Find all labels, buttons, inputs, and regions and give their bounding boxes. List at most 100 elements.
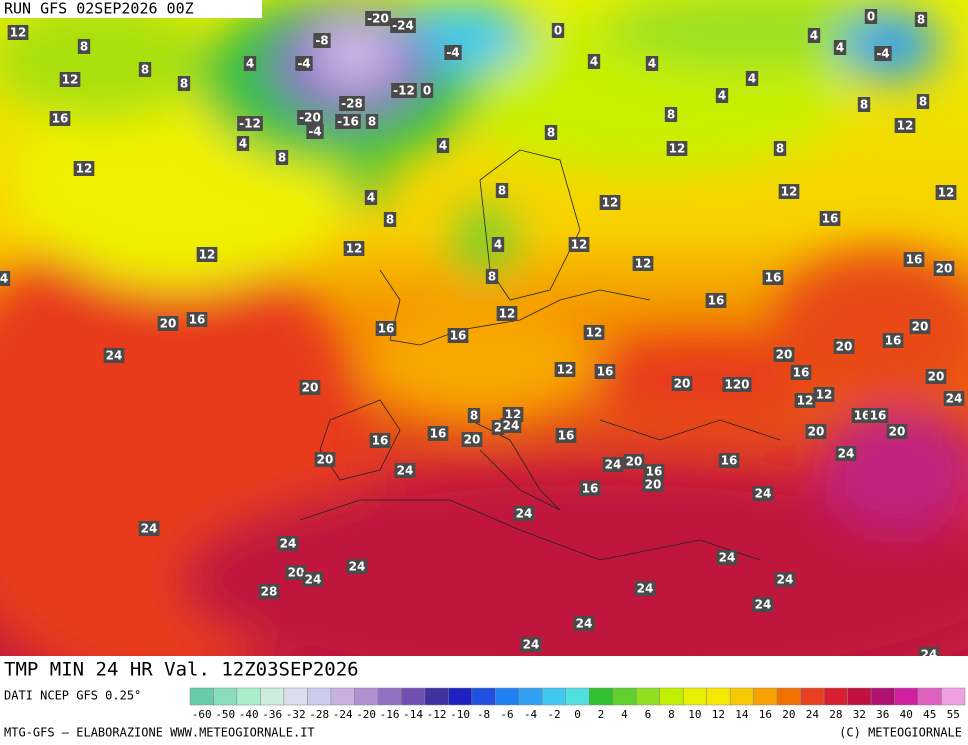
temp-label: 8 [773, 141, 787, 156]
run-label: RUN GFS 02SEP2026 00Z [4, 0, 194, 18]
temp-label: 24 [752, 597, 774, 612]
temp-label: 16 [882, 333, 904, 348]
temp-label-text: 0 [423, 84, 431, 98]
temp-label: 4 [745, 71, 759, 86]
temp-label-box [705, 293, 727, 308]
temp-label-text: 16 [870, 409, 887, 423]
temp-label-box [568, 237, 590, 252]
temp-label: 20 [299, 380, 321, 395]
temp-label: 4 [364, 190, 378, 205]
legend-swatch [635, 687, 660, 706]
temp-label-box [933, 261, 955, 276]
temp-label-text: -28 [341, 97, 363, 111]
legend-swatch [471, 687, 496, 706]
temp-label-box [297, 110, 323, 125]
temp-label-text: 4 [0, 272, 8, 286]
temp-label: -4 [874, 46, 892, 61]
legend-tick-label: -50 [215, 708, 235, 721]
temp-label-box [587, 54, 601, 69]
temp-label-text: 8 [917, 13, 925, 27]
legend-swatch [377, 687, 402, 706]
temp-label: 16 [718, 453, 740, 468]
legend-swatch [213, 687, 238, 706]
run-box [0, 0, 262, 18]
temp-label-box [313, 33, 331, 48]
legend-swatch [189, 687, 214, 706]
temp-label-text: 12 [602, 196, 619, 210]
temp-label-text: -20 [299, 111, 321, 125]
temp-label-text: 4 [439, 139, 447, 153]
temp-label-box [554, 362, 576, 377]
legend-swatch [870, 687, 895, 706]
temp-label-text: 24 [921, 648, 938, 662]
temp-label: 4 [491, 237, 505, 252]
temp-label-text: 20 [936, 262, 953, 276]
temp-label-text: 16 [822, 212, 839, 226]
temp-label-text: 12 [199, 248, 216, 262]
temp-label-box [835, 446, 857, 461]
temp-label-text: 12 [669, 142, 686, 156]
temp-label-text: 20 [889, 425, 906, 439]
temp-label-box [857, 97, 871, 112]
legend-tick-label: -8 [477, 708, 490, 721]
temp-label-box [805, 424, 827, 439]
temp-label: 16 [790, 365, 812, 380]
legend-swatch [800, 687, 825, 706]
legend-tick-label: -60 [192, 708, 212, 721]
temp-label: -16 [335, 114, 361, 129]
temp-label-text: 16 [450, 329, 467, 343]
temp-label-box [583, 325, 605, 340]
temp-label-box [718, 453, 740, 468]
temp-label-box [555, 428, 577, 443]
temp-label-box [157, 316, 179, 331]
temp-label-text: 12 [76, 162, 93, 176]
legend-swatch [823, 687, 848, 706]
temp-label: -4 [306, 124, 324, 139]
temp-label-box [420, 83, 434, 98]
temp-label-text: 8 [667, 108, 675, 122]
temp-label-text: 20 [928, 370, 945, 384]
temp-label-box [335, 114, 361, 129]
temp-label-box [243, 56, 257, 71]
temp-label-box [594, 364, 616, 379]
temp-label: 8 [467, 408, 481, 423]
legend-tick-label: 14 [735, 708, 749, 721]
temp-label-box [774, 572, 796, 587]
temp-label: 20 [461, 432, 483, 447]
temp-label-text: 16 [765, 271, 782, 285]
legend-tick-label: 28 [829, 708, 842, 721]
temp-label-text: -4 [297, 57, 310, 71]
temp-label-text: 24 [106, 349, 123, 363]
temp-label: 4 [243, 56, 257, 71]
legend-tick-label: -40 [239, 708, 259, 721]
temp-label-box [495, 183, 509, 198]
legend-swatch [941, 687, 966, 706]
temp-label-text: -4 [446, 46, 459, 60]
temp-label-text: 4 [648, 57, 656, 71]
temp-label: 20 [623, 454, 645, 469]
temp-label-text: 12 [571, 238, 588, 252]
temp-label-text: 16 [558, 429, 575, 443]
temp-label-text: 8 [498, 184, 506, 198]
temp-label-box [722, 377, 752, 392]
legend-tick-label: -12 [427, 708, 447, 721]
temp-label-box [306, 124, 324, 139]
temp-label: 20 [314, 452, 336, 467]
temp-label: -12 [237, 116, 263, 131]
legend-swatch [236, 687, 261, 706]
temp-label-box [436, 138, 450, 153]
temp-label-box [196, 247, 218, 262]
temp-label-box [773, 347, 795, 362]
temp-label-box [935, 185, 957, 200]
temp-label: 20 [909, 319, 931, 334]
temp-label: 16 [867, 408, 889, 423]
temp-label: 12 [73, 161, 95, 176]
temp-label-text: 120 [724, 378, 749, 392]
temp-label-text: 16 [854, 409, 871, 423]
temp-label-box [914, 12, 928, 27]
temp-label-box [364, 190, 378, 205]
temp-label: 16 [427, 426, 449, 441]
temp-label: 20 [805, 424, 827, 439]
